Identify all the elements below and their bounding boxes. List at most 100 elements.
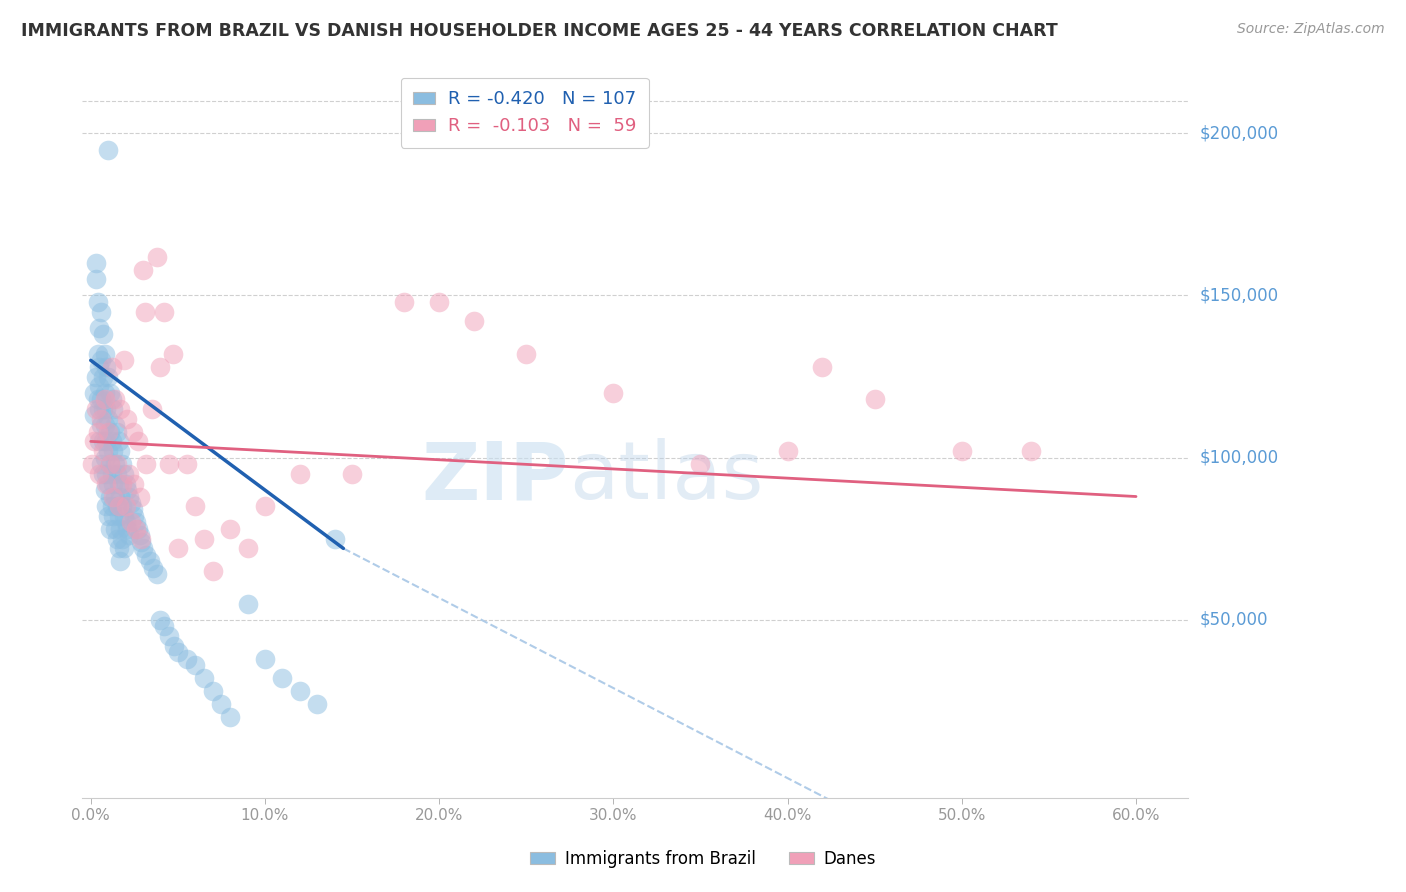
Point bbox=[271, 671, 294, 685]
Point bbox=[100, 392, 122, 407]
Point bbox=[1021, 444, 1043, 458]
Point bbox=[129, 535, 152, 549]
Point bbox=[98, 522, 121, 536]
Point bbox=[111, 532, 134, 546]
Point bbox=[120, 496, 142, 510]
Point bbox=[125, 522, 148, 536]
Point bbox=[253, 651, 276, 665]
Text: $100,000: $100,000 bbox=[1199, 449, 1278, 467]
Point bbox=[166, 541, 188, 556]
Point bbox=[120, 516, 142, 530]
Point bbox=[83, 409, 105, 423]
Point bbox=[90, 304, 112, 318]
Point bbox=[209, 697, 232, 711]
Point bbox=[89, 467, 111, 481]
Point bbox=[103, 508, 125, 523]
Point bbox=[201, 684, 224, 698]
Point bbox=[104, 490, 127, 504]
Point bbox=[93, 450, 115, 465]
Point bbox=[96, 467, 118, 481]
Point bbox=[166, 645, 188, 659]
Point bbox=[107, 434, 129, 449]
Point bbox=[84, 401, 107, 416]
Point bbox=[96, 434, 118, 449]
Point bbox=[98, 425, 121, 439]
Point bbox=[950, 444, 973, 458]
Point bbox=[134, 304, 156, 318]
Point bbox=[515, 347, 537, 361]
Point bbox=[91, 369, 114, 384]
Point bbox=[100, 359, 122, 374]
Point bbox=[463, 314, 485, 328]
Point bbox=[89, 401, 111, 416]
Point bbox=[127, 522, 149, 536]
Point bbox=[117, 522, 139, 536]
Point bbox=[90, 392, 112, 407]
Point bbox=[84, 272, 107, 286]
Point bbox=[128, 528, 150, 542]
Point bbox=[184, 658, 207, 673]
Point bbox=[104, 522, 127, 536]
Point bbox=[86, 392, 108, 407]
Point bbox=[141, 401, 163, 416]
Point bbox=[91, 401, 114, 416]
Point bbox=[103, 444, 125, 458]
Point bbox=[83, 385, 105, 400]
Text: $50,000: $50,000 bbox=[1199, 611, 1268, 629]
Point bbox=[427, 295, 450, 310]
Point bbox=[112, 467, 135, 481]
Point bbox=[110, 522, 132, 536]
Point bbox=[340, 467, 363, 481]
Point bbox=[112, 541, 135, 556]
Point bbox=[176, 651, 198, 665]
Point bbox=[98, 457, 121, 471]
Text: ZIP: ZIP bbox=[422, 438, 569, 516]
Point bbox=[124, 508, 146, 523]
Text: $200,000: $200,000 bbox=[1199, 124, 1278, 143]
Point bbox=[105, 457, 128, 471]
Point bbox=[96, 500, 118, 514]
Point bbox=[82, 457, 104, 471]
Point bbox=[146, 250, 169, 264]
Point bbox=[117, 411, 139, 425]
Point bbox=[97, 508, 120, 523]
Point bbox=[107, 500, 129, 514]
Point bbox=[118, 467, 141, 481]
Legend: Immigrants from Brazil, Danes: Immigrants from Brazil, Danes bbox=[523, 844, 883, 875]
Point bbox=[97, 444, 120, 458]
Point bbox=[110, 554, 132, 568]
Point bbox=[288, 467, 311, 481]
Point bbox=[129, 532, 152, 546]
Point bbox=[97, 425, 120, 439]
Text: $150,000: $150,000 bbox=[1199, 286, 1278, 304]
Point bbox=[125, 516, 148, 530]
Point bbox=[91, 444, 114, 458]
Point bbox=[83, 434, 105, 449]
Point bbox=[307, 697, 329, 711]
Point bbox=[93, 392, 115, 407]
Point bbox=[132, 541, 155, 556]
Point bbox=[100, 500, 122, 514]
Point bbox=[97, 143, 120, 157]
Point bbox=[89, 434, 111, 449]
Point bbox=[776, 444, 799, 458]
Point bbox=[97, 476, 120, 491]
Point bbox=[107, 476, 129, 491]
Point bbox=[236, 597, 259, 611]
Point bbox=[93, 418, 115, 433]
Point bbox=[153, 304, 176, 318]
Point bbox=[91, 327, 114, 342]
Point bbox=[114, 476, 136, 491]
Point bbox=[105, 467, 128, 481]
Point bbox=[110, 401, 132, 416]
Point bbox=[132, 262, 155, 277]
Point bbox=[219, 710, 242, 724]
Point bbox=[111, 500, 134, 514]
Point bbox=[86, 425, 108, 439]
Point bbox=[689, 457, 711, 471]
Point bbox=[104, 392, 127, 407]
Point bbox=[117, 483, 139, 497]
Point bbox=[176, 457, 198, 471]
Point bbox=[105, 425, 128, 439]
Point bbox=[90, 418, 112, 433]
